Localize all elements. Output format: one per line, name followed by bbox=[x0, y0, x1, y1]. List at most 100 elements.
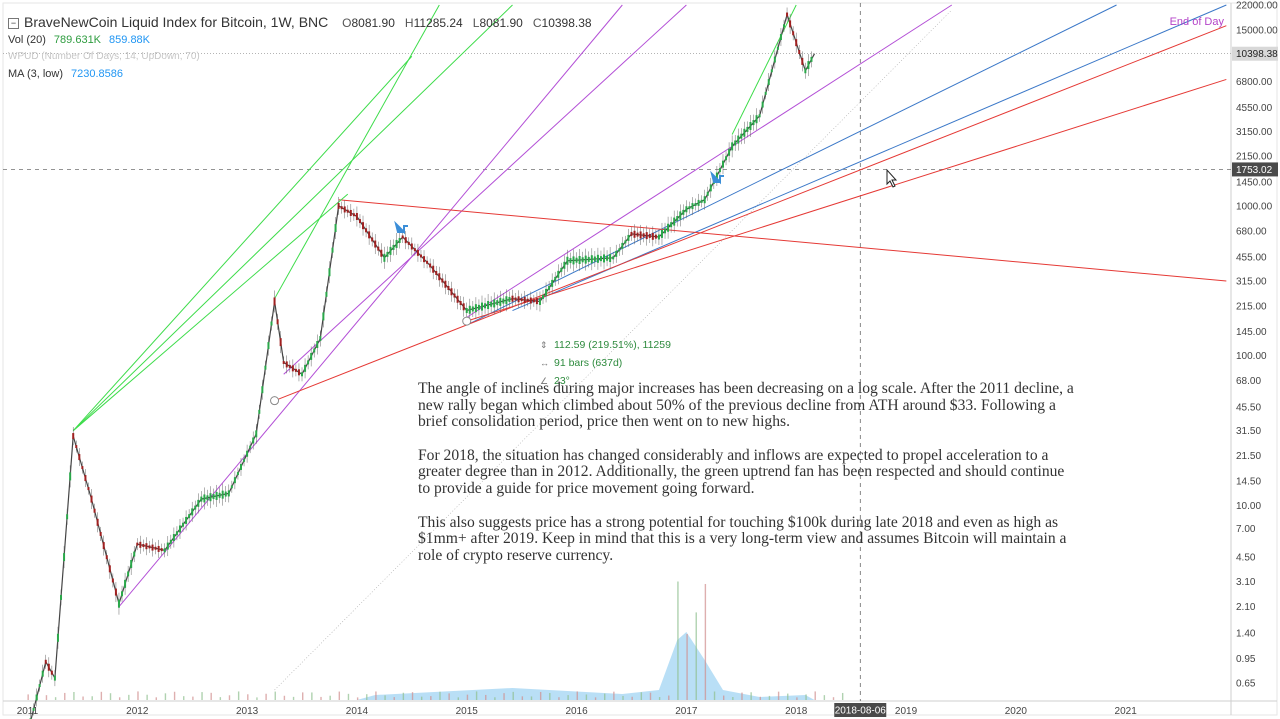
volume-value: 789.631K bbox=[53, 34, 102, 46]
volume-bar bbox=[841, 692, 844, 700]
analysis-note[interactable]: The angle of inclines during major incre… bbox=[418, 380, 1078, 581]
year-tick-label: 2013 bbox=[236, 706, 259, 717]
candle-body bbox=[529, 297, 532, 304]
ma-indicator[interactable]: MA (3, low) 7230.8586 bbox=[8, 68, 123, 80]
price-tick-label: 2.10 bbox=[1236, 602, 1256, 613]
volume-bar bbox=[109, 693, 112, 700]
candle-body bbox=[557, 270, 560, 278]
candle-body bbox=[328, 268, 331, 277]
year-tick-label: 2011 bbox=[17, 706, 39, 717]
candle-body bbox=[72, 433, 75, 440]
crosshair-date-box bbox=[834, 703, 887, 717]
candle-body bbox=[96, 518, 99, 526]
candle-body bbox=[319, 336, 322, 342]
candle-body bbox=[209, 493, 212, 502]
candle-body bbox=[331, 247, 334, 253]
green-fan-line bbox=[731, 4, 797, 135]
volume-bar bbox=[713, 691, 716, 700]
volume-bar bbox=[741, 692, 743, 700]
candle-body bbox=[102, 542, 105, 550]
candle-body bbox=[365, 228, 368, 233]
price-tick-label: 1.40 bbox=[1236, 629, 1256, 640]
candle-body bbox=[773, 56, 776, 63]
candle-body bbox=[310, 352, 313, 360]
candle-body bbox=[810, 56, 813, 62]
candle-body bbox=[490, 301, 493, 307]
annotation-arrow-icon bbox=[710, 170, 724, 185]
candle-body bbox=[496, 300, 499, 306]
candle-body bbox=[212, 494, 215, 500]
candle-body bbox=[676, 216, 679, 222]
candle-body bbox=[438, 273, 441, 281]
candle-body bbox=[627, 234, 630, 241]
candle-body bbox=[770, 69, 773, 73]
volume-label: Vol (20) bbox=[8, 34, 46, 46]
candle-body bbox=[423, 256, 426, 263]
volume-bar bbox=[201, 692, 203, 700]
price-tick-label: 0.65 bbox=[1236, 678, 1256, 689]
volume-bar bbox=[494, 697, 496, 700]
candle-body bbox=[386, 251, 389, 257]
volume-bar bbox=[265, 693, 267, 700]
volume-bar bbox=[585, 694, 588, 700]
candle-body bbox=[505, 296, 508, 305]
candle-body bbox=[718, 168, 721, 173]
candle-body bbox=[322, 312, 325, 321]
mouse-cursor-icon bbox=[886, 168, 898, 188]
measure-angle-text: 23° bbox=[554, 375, 570, 387]
candle-body bbox=[609, 254, 612, 263]
volume-bar bbox=[704, 583, 707, 700]
candle-body bbox=[517, 296, 520, 303]
candle-body bbox=[511, 295, 514, 302]
year-tick-label: 2021 bbox=[1115, 706, 1138, 717]
price-tick-label: 10.00 bbox=[1236, 501, 1261, 512]
candle-body bbox=[593, 256, 596, 262]
volume-bar bbox=[375, 691, 377, 700]
faded-indicator[interactable]: WPUD (Number Of Days, 14, UpDown, 70) bbox=[8, 51, 200, 62]
collapse-toggle[interactable]: − bbox=[8, 18, 19, 29]
dotted-guide-line bbox=[274, 9, 952, 691]
candle-body bbox=[130, 559, 133, 568]
volume-bar bbox=[366, 694, 368, 700]
candle-body bbox=[239, 463, 242, 470]
candle-body bbox=[682, 209, 685, 215]
candle-body bbox=[691, 203, 694, 210]
volume-bar bbox=[521, 696, 524, 700]
symbol-title[interactable]: BraveNewCoin Liquid Index for Bitcoin, 1… bbox=[24, 14, 329, 30]
candle-body bbox=[599, 256, 602, 262]
candle-body bbox=[651, 232, 654, 240]
candle-body bbox=[47, 663, 50, 671]
candle-body bbox=[145, 543, 148, 550]
anchor-handle bbox=[270, 396, 280, 406]
volume-indicator[interactable]: Vol (20) 789.631K 859.88K bbox=[8, 34, 150, 46]
candle-body bbox=[194, 505, 197, 510]
candle-body bbox=[282, 360, 285, 364]
green-fan-line bbox=[274, 4, 440, 299]
ma-value: 7230.8586 bbox=[71, 68, 124, 80]
candle-body bbox=[590, 255, 593, 264]
end-of-day-label: End of Day bbox=[1169, 16, 1224, 28]
candle-body bbox=[346, 209, 349, 213]
volume-bar bbox=[91, 696, 93, 700]
candle-body bbox=[535, 298, 538, 305]
volume-bar bbox=[402, 692, 405, 700]
candle-body bbox=[542, 294, 545, 299]
candle-body bbox=[721, 160, 724, 168]
candle-body bbox=[465, 308, 468, 314]
candle-body bbox=[139, 541, 142, 548]
green-fan-line bbox=[72, 193, 349, 432]
volume-bar bbox=[173, 691, 176, 700]
close-label: C bbox=[532, 16, 542, 30]
candle-body bbox=[114, 588, 117, 596]
candle-body bbox=[731, 142, 734, 151]
candle-body bbox=[419, 254, 422, 258]
candle-body bbox=[316, 341, 319, 349]
volume-bar bbox=[604, 693, 606, 700]
candle-body bbox=[270, 321, 273, 326]
candle-body bbox=[117, 599, 120, 608]
candle-body bbox=[520, 298, 523, 302]
volume-bar bbox=[420, 696, 423, 700]
